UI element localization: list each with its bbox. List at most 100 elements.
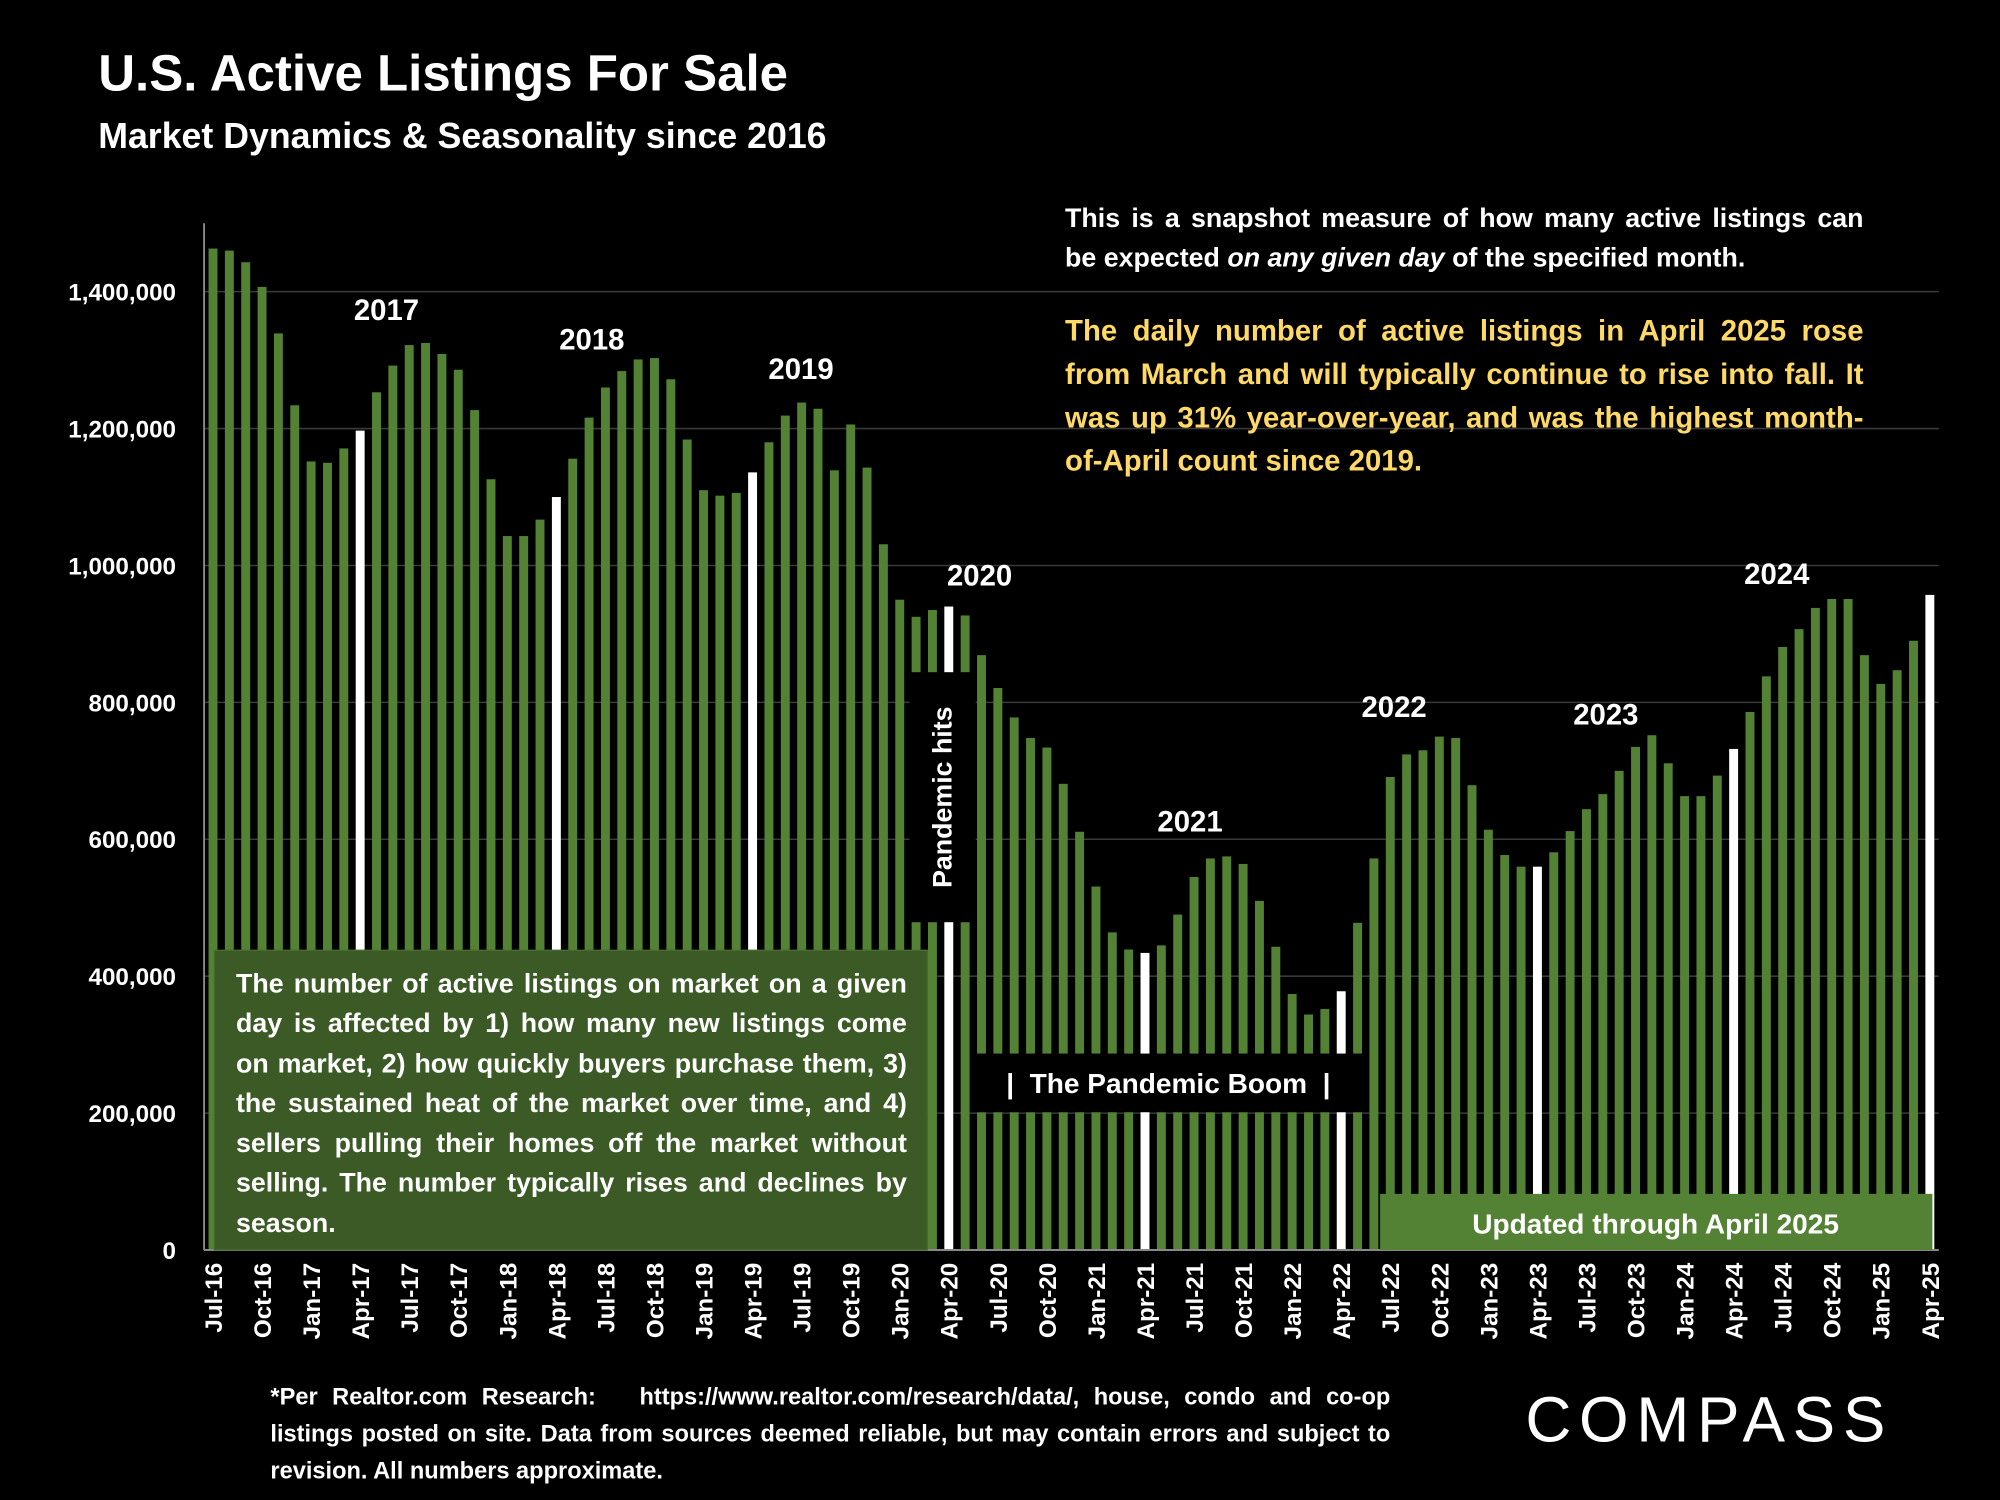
bar: [1009, 717, 1019, 1250]
x-tick-label: Apr-20: [937, 1263, 964, 1340]
bar: [551, 497, 561, 1250]
x-tick-label: Jan-25: [1869, 1263, 1896, 1340]
bars: [208, 248, 1935, 1250]
x-tick-label: Jul-21: [1182, 1263, 1209, 1333]
y-tick-label: 400,000: [88, 964, 176, 991]
x-tick-label: Oct-22: [1427, 1263, 1454, 1338]
bar: [960, 615, 970, 1250]
bar: [977, 655, 986, 1250]
bar: [273, 333, 283, 1250]
bar: [339, 448, 349, 1250]
bar: [470, 410, 480, 1250]
x-tick-label: Jan-20: [888, 1263, 915, 1340]
bar: [1909, 640, 1918, 1250]
bar: [1696, 796, 1706, 1250]
bar: [1647, 735, 1657, 1250]
bar: [764, 442, 774, 1250]
y-tick-label: 1,000,000: [68, 553, 176, 580]
bar: [1565, 831, 1575, 1250]
bar: [1369, 858, 1379, 1250]
year-labels: 2017 2018 2019 2020 2021 2022 2023 2024: [354, 294, 1810, 838]
bar: [208, 248, 218, 1250]
bar: [1614, 770, 1624, 1250]
bar: [404, 345, 414, 1250]
bar: [1402, 754, 1412, 1250]
bar: [944, 606, 954, 1250]
bar: [797, 402, 807, 1250]
explanation-box: [213, 949, 928, 1251]
bar: [437, 353, 447, 1250]
updated-box: [1380, 1193, 1933, 1250]
x-tick-label: Apr-19: [741, 1263, 768, 1340]
bar: [633, 359, 643, 1250]
bar: [519, 536, 529, 1250]
y-tick-label: 1,400,000: [68, 280, 176, 307]
x-tick-label: Apr-24: [1722, 1262, 1749, 1339]
bar: [1483, 829, 1493, 1250]
x-tick-label: Jul-23: [1574, 1263, 1601, 1333]
bar: [257, 286, 267, 1250]
bar: [1925, 594, 1935, 1250]
x-tick-label: Jan-19: [691, 1263, 718, 1340]
x-tick-label: Jul-17: [397, 1263, 424, 1333]
bar: [1467, 785, 1477, 1250]
pandemic-boom-box: [975, 1053, 1363, 1113]
bar: [846, 424, 856, 1250]
x-tick-label: Jul-18: [593, 1263, 620, 1333]
x-tick-label: Oct-24: [1820, 1262, 1847, 1338]
year-label: 2022: [1362, 691, 1427, 724]
bar: [388, 365, 398, 1250]
bar: [1582, 809, 1591, 1250]
year-label: 2024: [1744, 558, 1810, 591]
bar: [241, 262, 251, 1250]
x-tick-label: Oct-19: [839, 1263, 866, 1338]
bar: [1287, 993, 1297, 1250]
bar: [895, 599, 905, 1250]
x-tick-label: Jan-21: [1084, 1263, 1111, 1340]
bar: [1336, 991, 1346, 1250]
bar: [829, 470, 839, 1250]
bar: [1516, 866, 1526, 1250]
bar: [1418, 750, 1428, 1250]
bar: [862, 467, 872, 1250]
bar: [1729, 748, 1739, 1250]
bar: [1712, 775, 1722, 1250]
bar: [1827, 599, 1837, 1250]
bar: [1631, 746, 1640, 1250]
bar: [780, 415, 790, 1250]
x-tick-label: Jan-23: [1476, 1263, 1503, 1340]
explanation: The number of active listings on market …: [235, 969, 907, 1239]
x-tick-label: Jul-22: [1378, 1263, 1405, 1333]
bar: [1892, 670, 1902, 1250]
bar: [1451, 737, 1461, 1250]
bar: [927, 609, 937, 1250]
bar: [1075, 831, 1085, 1250]
x-tick-label: Apr-17: [348, 1263, 375, 1340]
bar: [1794, 629, 1804, 1250]
bar: [748, 472, 758, 1250]
bar: [1745, 711, 1755, 1250]
bar: [1434, 736, 1444, 1250]
bar: [535, 519, 545, 1250]
bar: [1598, 794, 1608, 1250]
bar: [617, 371, 627, 1250]
bar: [306, 461, 316, 1250]
bar: [813, 408, 823, 1250]
x-tick-label: Oct-21: [1231, 1263, 1258, 1338]
x-tick-label: Apr-25: [1918, 1263, 1945, 1340]
y-tick-label: 800,000: [88, 690, 176, 717]
x-tick-label: Jul-19: [790, 1263, 817, 1333]
bar: [1549, 852, 1559, 1250]
x-tick-label: Jan-18: [495, 1263, 522, 1340]
bar: [1385, 776, 1395, 1250]
x-tick-label: Apr-18: [544, 1263, 571, 1340]
bar: [1680, 796, 1690, 1250]
x-tick-label: Jul-24: [1771, 1262, 1798, 1333]
bar: [224, 250, 234, 1250]
bar: [878, 544, 888, 1250]
bar: [1304, 1014, 1313, 1250]
bar: [911, 616, 921, 1250]
x-tick-label: Apr-22: [1329, 1263, 1356, 1340]
logo: COMPASS: [1525, 1383, 1893, 1455]
